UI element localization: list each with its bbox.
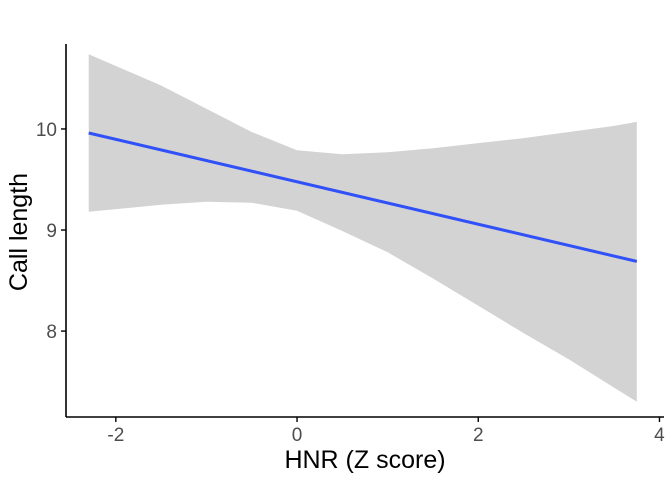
y-tick-label: 8 <box>46 322 57 343</box>
fit-line-layer <box>88 131 638 263</box>
y-tick-label: 9 <box>46 221 57 242</box>
y-tick-label: 10 <box>36 120 57 141</box>
y-axis-title: Call length <box>5 173 33 291</box>
x-tick-label: 4 <box>654 425 665 446</box>
x-tick-label: 0 <box>292 425 303 446</box>
x-axis-title: HNR (Z score) <box>284 446 445 474</box>
fit-line <box>88 131 638 263</box>
axes: -2 0 2 4 8 9 10 <box>36 44 665 446</box>
x-tick-label: 2 <box>473 425 484 446</box>
confidence-band-layer <box>88 54 637 402</box>
x-tick-label: -2 <box>107 425 124 446</box>
confidence-band <box>88 54 637 402</box>
